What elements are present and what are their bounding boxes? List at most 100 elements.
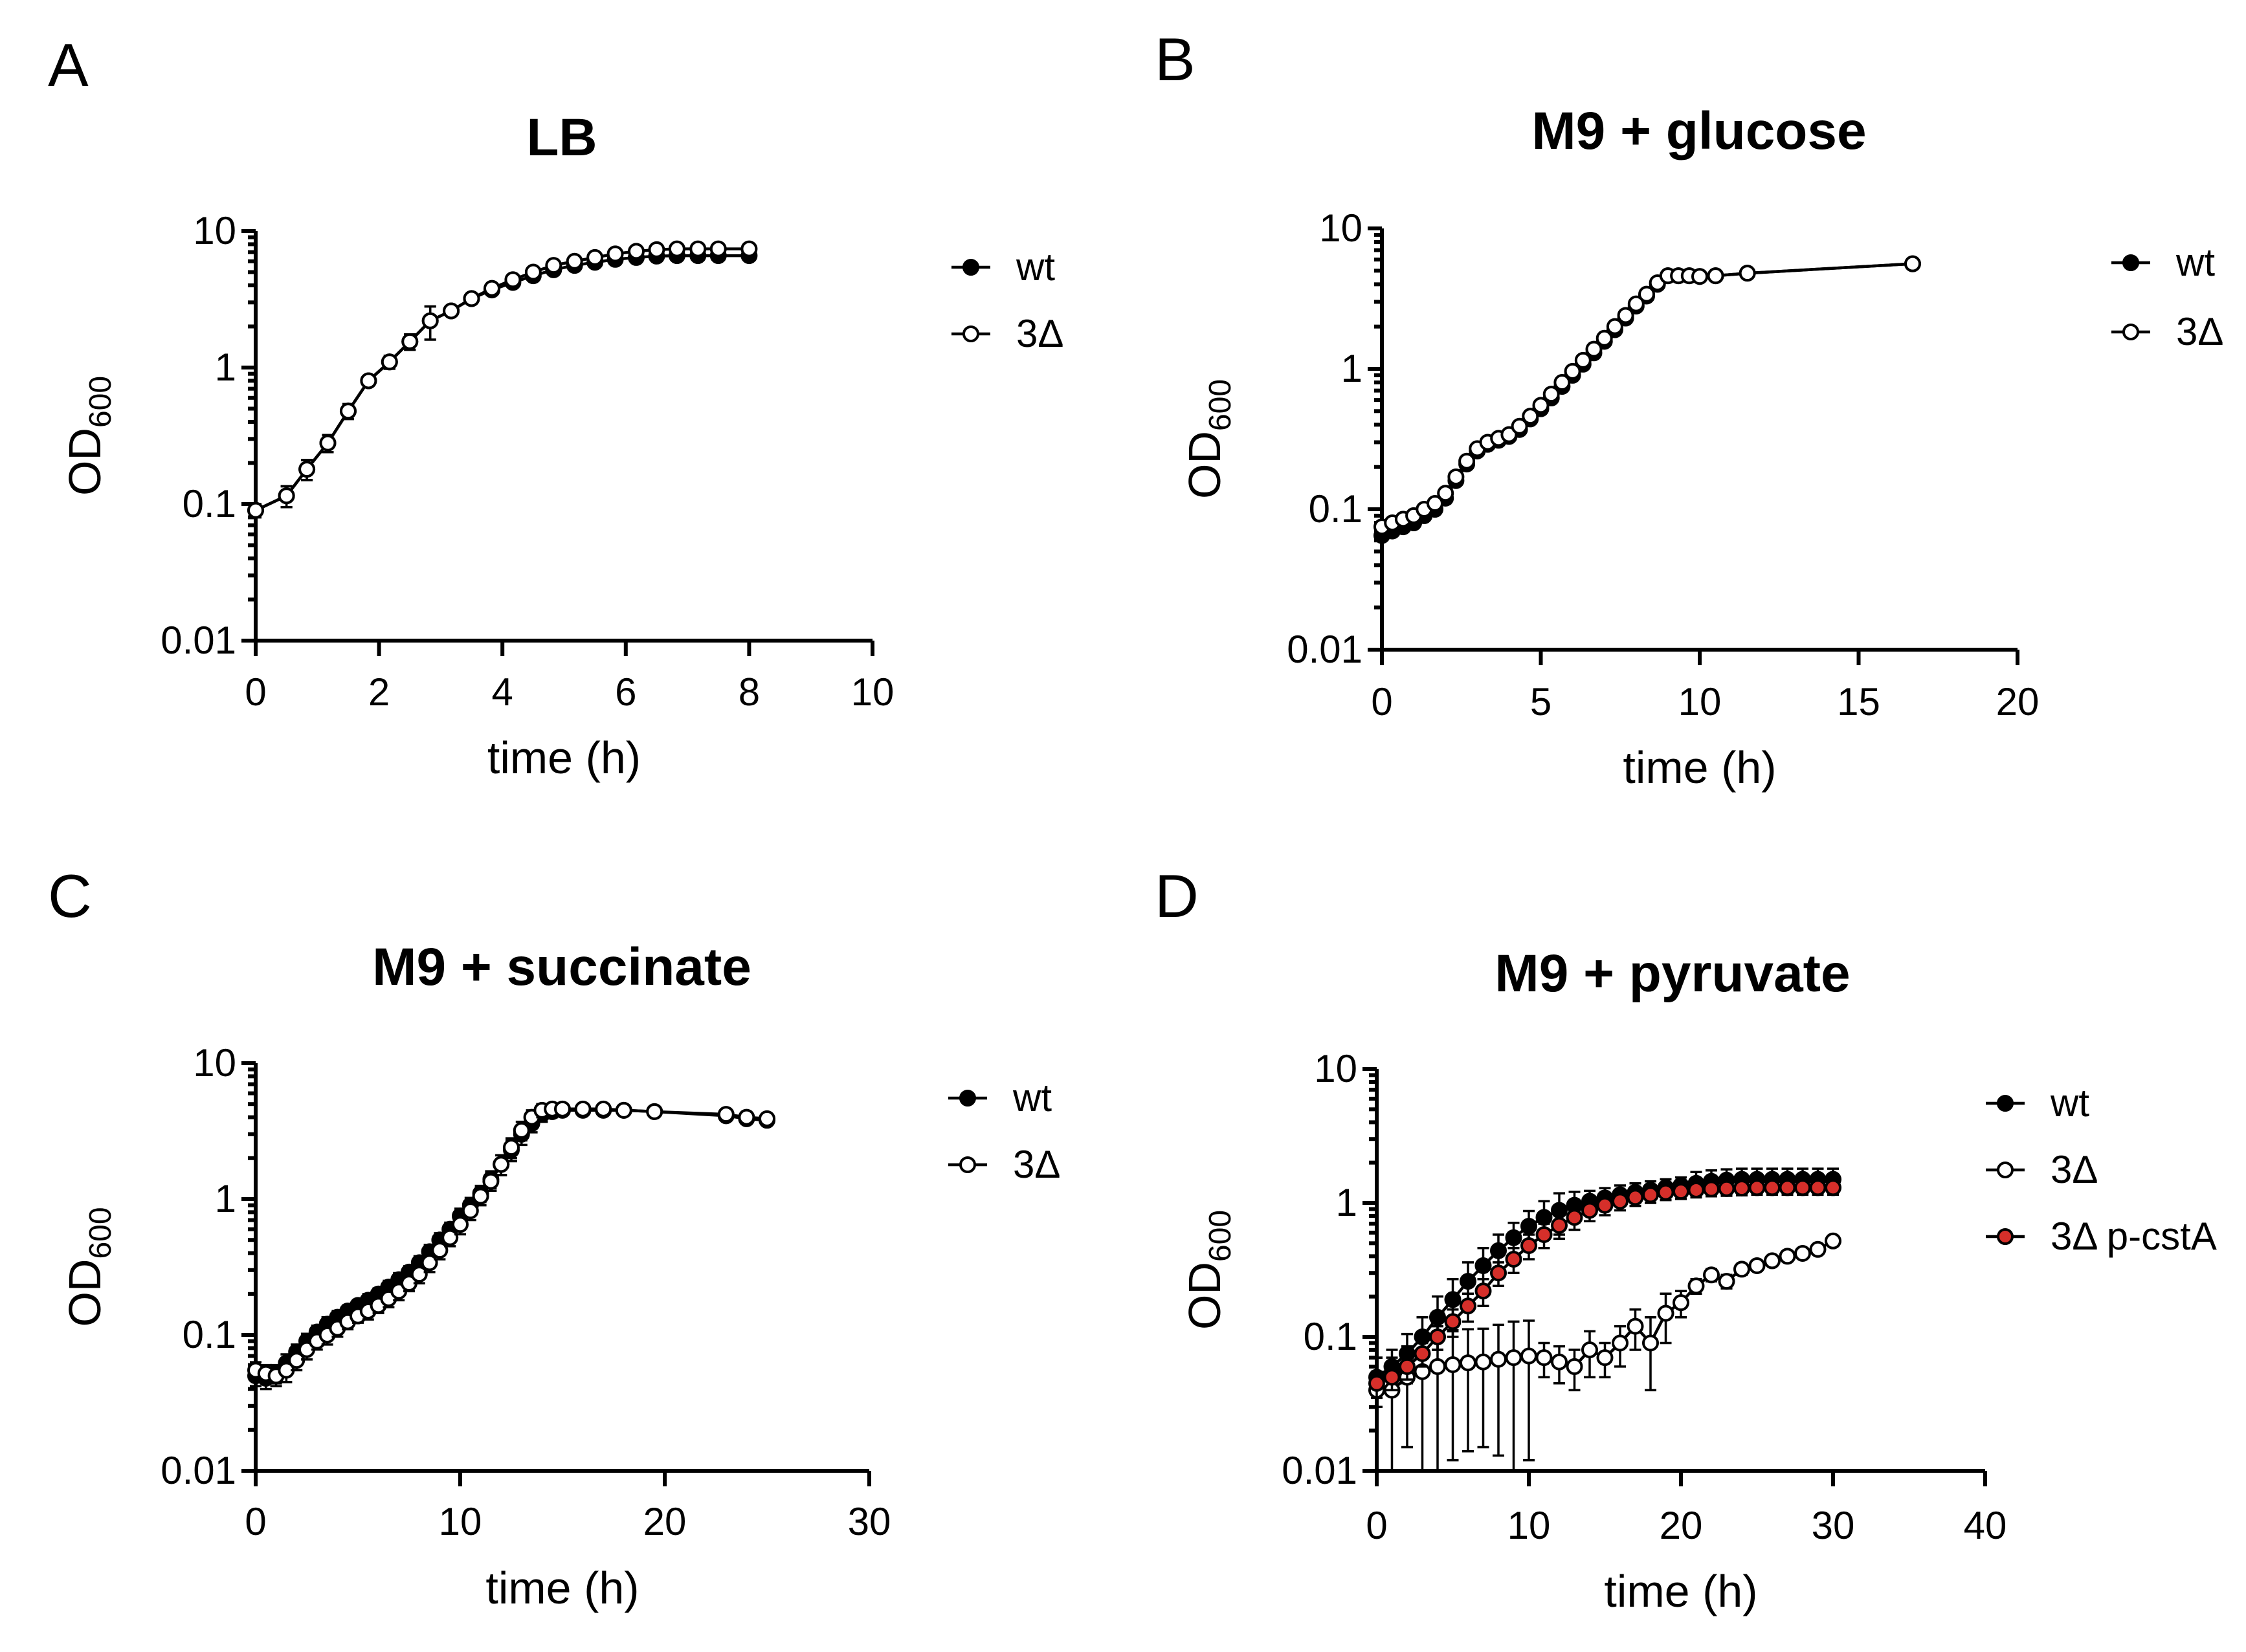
data-point	[452, 1216, 469, 1233]
data-point	[1617, 307, 1634, 324]
data-point	[1458, 452, 1476, 470]
data-point	[1535, 1209, 1553, 1226]
legend-entry: wt	[1986, 1081, 2089, 1125]
data-point	[1585, 340, 1603, 358]
data-point	[1429, 1358, 1446, 1375]
data-point	[1426, 495, 1443, 512]
data-point	[646, 1103, 663, 1120]
data-point	[1520, 1237, 1537, 1254]
data-point	[1532, 397, 1550, 414]
series-2	[1373, 255, 1921, 536]
series-3	[1368, 1179, 1841, 1400]
x-tick-label: 0	[1371, 680, 1392, 723]
y-tick-label: 10	[1319, 206, 1362, 250]
x-tick-label: 8	[739, 670, 760, 714]
data-point	[1535, 1226, 1553, 1243]
data-point	[1460, 1297, 1476, 1315]
data-point	[298, 461, 316, 478]
data-point	[1657, 1305, 1674, 1322]
data-point	[421, 1254, 438, 1272]
x-tick-label: 5	[1530, 680, 1551, 723]
y-tick-label: 0.1	[183, 1313, 236, 1356]
y-tick-label: 0.01	[1282, 1449, 1357, 1492]
y-axis-label: OD600	[60, 1207, 118, 1327]
legend-marker	[962, 325, 979, 342]
data-point	[1460, 1354, 1476, 1372]
data-point	[1627, 1189, 1644, 1206]
data-point	[1809, 1240, 1827, 1258]
x-axis-label: time (h)	[1604, 1566, 1757, 1616]
data-point	[740, 240, 758, 258]
data-point	[759, 1110, 775, 1127]
legend-label: 3Δ	[2176, 310, 2223, 353]
data-point	[1581, 1341, 1598, 1359]
x-tick-label: 10	[439, 1500, 482, 1543]
data-point	[1551, 1353, 1568, 1371]
legend-entry: 3Δ	[1986, 1148, 2098, 1191]
data-point	[1444, 1356, 1462, 1373]
panel-d: D M9 + pyruvate 0.01 0.1 1 10 0 10 20 30 40 time …	[1155, 862, 2217, 1616]
legend-entry: wt	[2111, 241, 2215, 284]
data-point	[1748, 1179, 1766, 1196]
data-point	[1490, 1264, 1507, 1282]
data-point	[1673, 1294, 1689, 1312]
x-tick-label: 10	[1507, 1504, 1551, 1547]
y-tick-label: 1	[1341, 347, 1362, 390]
data-point	[319, 434, 337, 452]
data-point	[513, 1121, 530, 1139]
data-point	[1520, 1218, 1537, 1235]
data-point	[1460, 1273, 1476, 1290]
data-point	[1414, 1345, 1431, 1362]
data-point	[524, 263, 542, 281]
data-point	[1687, 1181, 1705, 1198]
data-point	[1511, 417, 1528, 435]
panel-letter: D	[1155, 862, 1199, 930]
legend-marker	[962, 259, 979, 276]
legend-entry: wt	[951, 245, 1055, 289]
y-tick-label: 0.01	[161, 1449, 236, 1492]
data-point	[1733, 1180, 1750, 1197]
data-point	[441, 1229, 459, 1246]
data-point	[1794, 1179, 1811, 1196]
legend-label: wt	[1016, 245, 1055, 289]
panel-title: M9 + glucose	[1531, 102, 1866, 160]
legend-marker	[959, 1090, 976, 1107]
data-point	[1500, 426, 1518, 443]
x-tick-label: 4	[492, 670, 513, 714]
panel-letter: C	[48, 862, 92, 930]
y-tick-label: 0.01	[161, 619, 236, 662]
x-tick-label: 30	[848, 1500, 891, 1543]
panel-c: C M9 + succinate 0.01 0.1 1 10 0 10 20 30 time (…	[48, 862, 1060, 1613]
data-point	[1551, 1217, 1568, 1234]
data-point	[1399, 1358, 1416, 1375]
data-point	[1739, 265, 1756, 282]
x-tick-label: 0	[245, 670, 266, 714]
data-point	[1809, 1179, 1827, 1196]
data-point	[1779, 1179, 1796, 1196]
data-point	[1505, 1250, 1522, 1268]
data-point	[615, 1101, 632, 1119]
data-point	[1564, 362, 1581, 380]
data-point	[1627, 295, 1645, 313]
plot-m9-succinate: 0.01 0.1 1 10 0 10 20 30 time (h) OD600 wt 3Δ	[60, 1041, 1060, 1613]
data-point	[1707, 267, 1724, 285]
data-point	[1437, 485, 1454, 502]
legend-entry: 3Δ p-cstA	[1986, 1215, 2217, 1258]
x-tick-label: 15	[1837, 680, 1880, 723]
data-point	[461, 1202, 479, 1220]
data-point	[1673, 1183, 1689, 1200]
y-tick-label: 0.1	[1304, 1315, 1357, 1358]
panel-a: A LB 0.01 0.1 1 10 0 2 4 6 8 10 time (h) OD600 wt 3Δ	[48, 31, 1063, 783]
data-point	[595, 1100, 612, 1118]
data-point	[1566, 1209, 1583, 1226]
y-axis-label: OD600	[1179, 379, 1238, 499]
data-point	[1718, 1273, 1735, 1290]
data-point	[1574, 351, 1592, 369]
data-point	[574, 1100, 592, 1118]
legend-entry: 3Δ	[948, 1143, 1060, 1186]
data-point	[1368, 1374, 1385, 1392]
data-point	[1657, 1184, 1674, 1201]
data-point	[1904, 255, 1921, 272]
legend-label: 3Δ	[2051, 1148, 2098, 1191]
